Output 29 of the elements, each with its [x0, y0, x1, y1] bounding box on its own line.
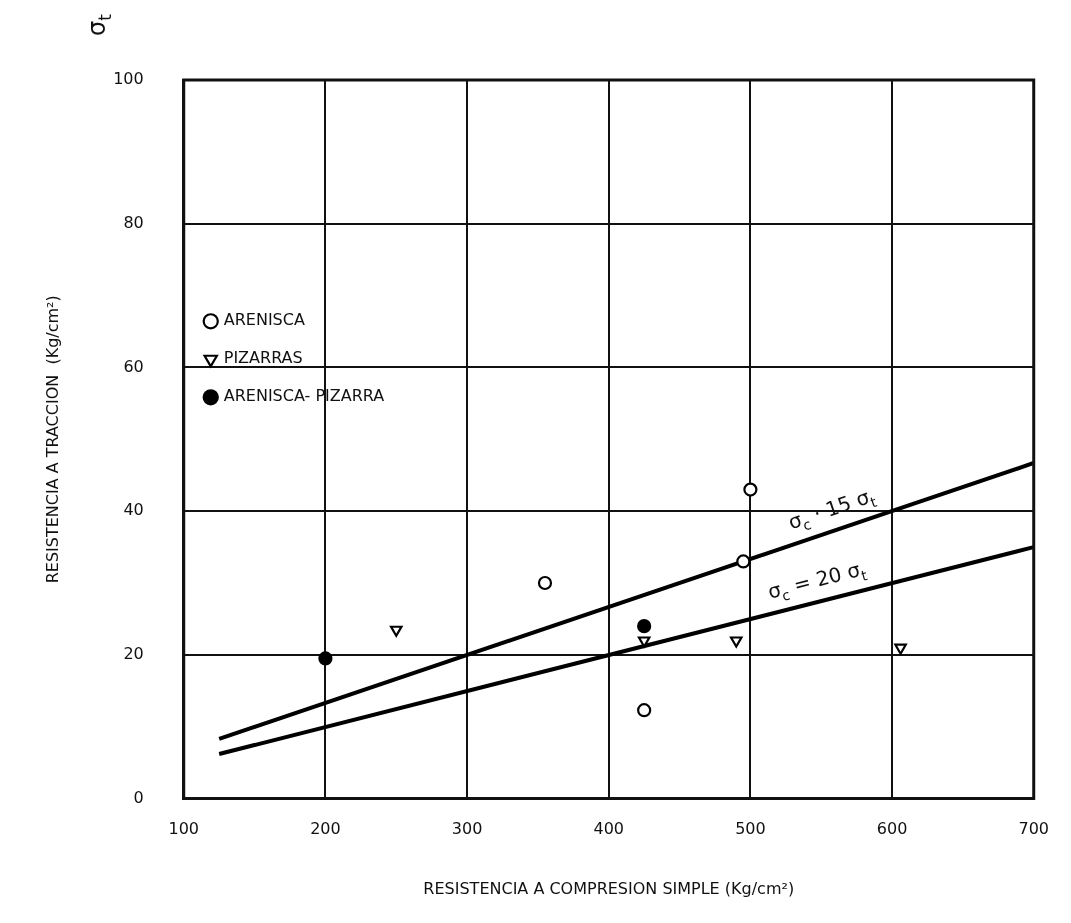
point [894, 643, 907, 655]
y-tick-label: 0 [133, 787, 144, 807]
y-tick-label: 60 [123, 356, 144, 376]
x-tick-label: 600 [876, 819, 908, 839]
legend-label: ARENISCA [223, 310, 305, 330]
point [637, 636, 651, 648]
point [637, 619, 652, 634]
point [743, 482, 758, 497]
x-tick-label: 500 [735, 819, 766, 839]
point [729, 636, 743, 648]
annotation: σc = 20 σt [765, 557, 870, 604]
x-axis-title: RESISTENCIA A COMPRESION SIMPLE (Kg/cm²) [423, 878, 795, 898]
legend-label: PIZARRAS [223, 348, 303, 368]
point [637, 703, 652, 718]
y-tick-label: 80 [123, 212, 144, 232]
point [389, 625, 403, 637]
x-tick-label: 700 [1018, 819, 1049, 839]
x-tick-label: 300 [451, 819, 483, 839]
point [537, 575, 553, 591]
text: σt [82, 13, 116, 36]
x-tick-label: 200 [310, 819, 341, 839]
x-tick-label: 400 [593, 819, 625, 839]
y-axis-title: RESISTENCIA A TRACCION (Kg/cm²) [42, 295, 62, 584]
x-tick-label: 100 [168, 819, 200, 839]
point [318, 651, 333, 666]
y-tick-label: 40 [123, 500, 144, 520]
point [736, 554, 751, 569]
y-tick-label: 100 [113, 69, 144, 89]
y-tick-label: 20 [123, 644, 144, 664]
